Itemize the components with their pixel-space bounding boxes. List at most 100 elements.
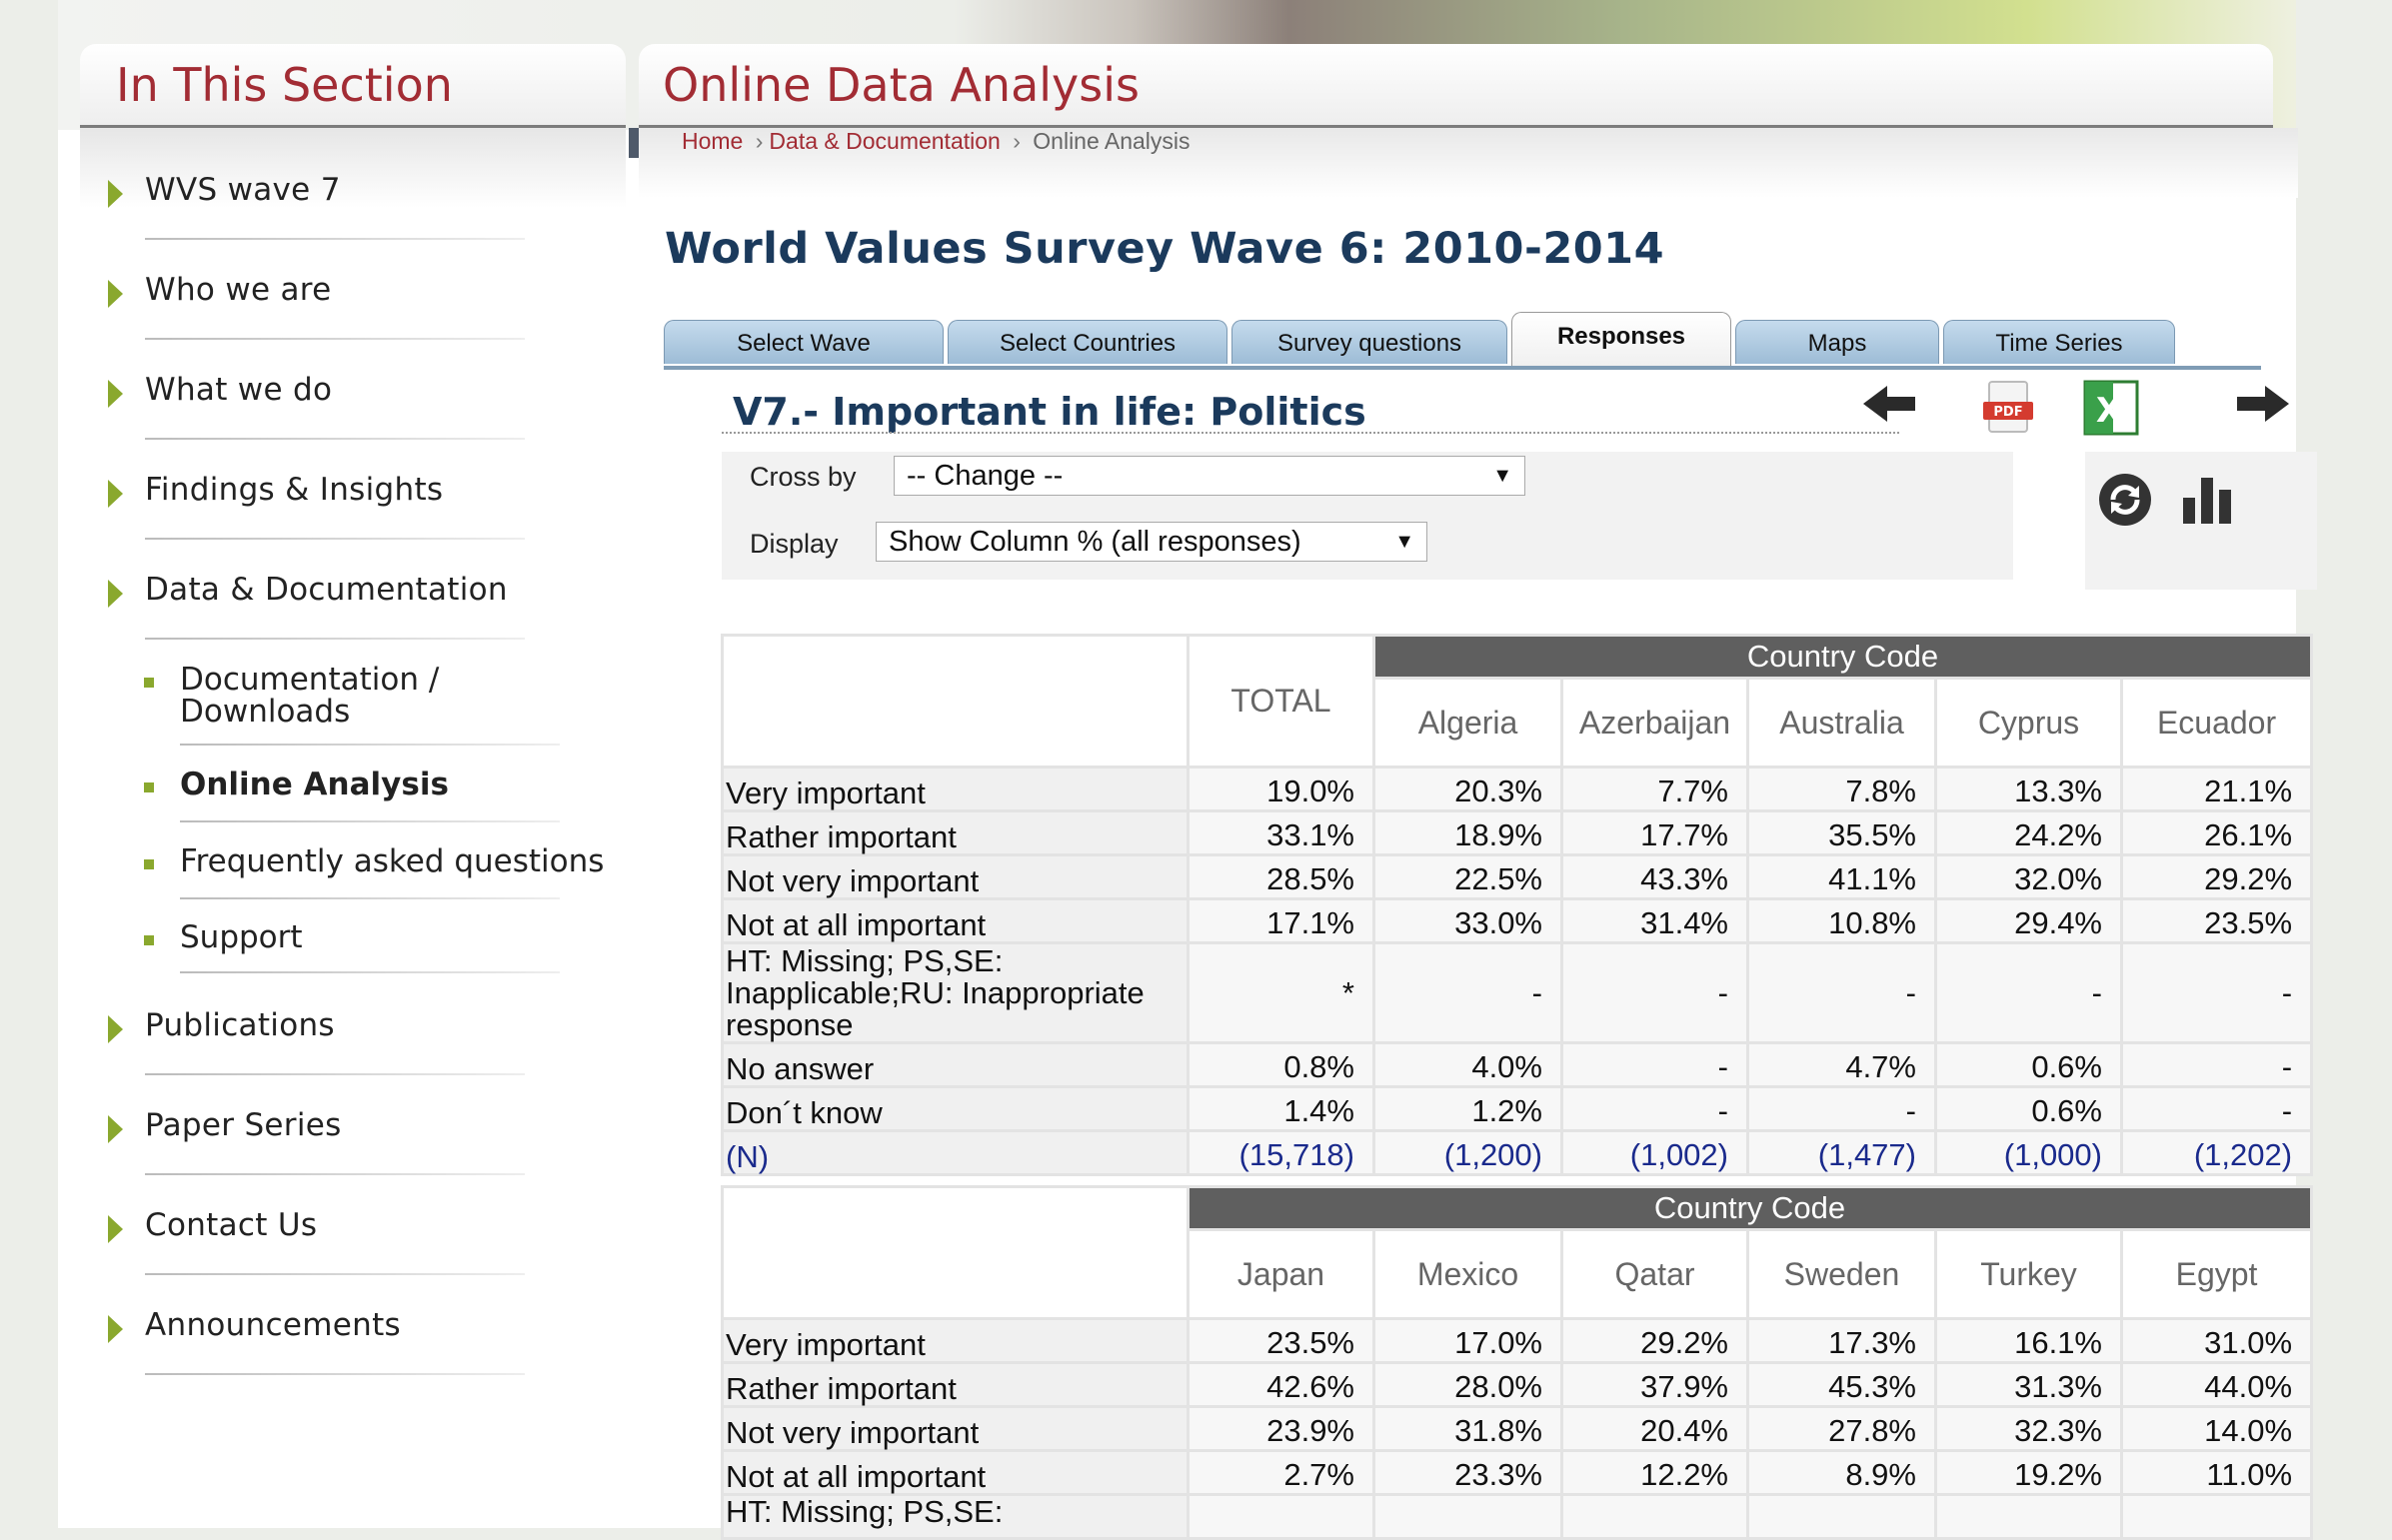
excel-icon[interactable]: X [2079, 378, 2145, 438]
cell-total: 0.8% [1187, 1041, 1375, 1088]
question-underline [722, 432, 1899, 434]
refresh-icon[interactable] [2095, 470, 2155, 530]
triangle-bullet-icon [108, 480, 123, 508]
cell-value: 17.7% [1560, 809, 1749, 856]
cell-total: * [1187, 941, 1375, 1044]
nav-item-label: Publications [145, 1007, 335, 1043]
tab-maps[interactable]: Maps [1735, 320, 1939, 364]
tab-survey-questions[interactable]: Survey questions [1231, 320, 1507, 364]
row-label: Rather important [721, 1361, 1190, 1408]
side-controls [2085, 452, 2317, 590]
cross-by-select[interactable]: -- Change -- ▼ [894, 456, 1525, 496]
breadcrumb-current: Online Analysis [1033, 128, 1191, 154]
nav-divider [145, 238, 525, 240]
pdf-icon[interactable]: PDF [1975, 378, 2041, 438]
nav-item-label: Announcements [145, 1307, 402, 1343]
cell-value [1746, 1493, 1937, 1540]
breadcrumb-data-documentation[interactable]: Data & Documentation [769, 128, 1001, 154]
right-panel-shade [639, 128, 2298, 198]
table-corner [721, 1185, 1190, 1320]
nav-divider [145, 1173, 525, 1175]
nav-item-label: Who we are [145, 272, 332, 308]
cell-value: 17.0% [1372, 1317, 1563, 1364]
cell-value: 44.0% [2119, 1361, 2314, 1408]
table-row: Very important 23.5% 17.0% 29.2% 17.3% 1… [721, 1317, 2314, 1364]
left-panel-header: In This Section [80, 44, 626, 128]
nav-divider [145, 338, 525, 340]
cell-value: 24.2% [1934, 809, 2123, 856]
nav-divider [180, 897, 560, 899]
triangle-bullet-icon [108, 580, 123, 608]
display-value: Show Column % (all responses) [889, 526, 1301, 558]
cell-value: 28.0% [1372, 1361, 1563, 1408]
responses-table-1: TOTAL Country Code Algeria Azerbaijan Au… [721, 634, 2314, 1176]
cell-value: 20.4% [1560, 1405, 1749, 1452]
subnav-item-label: Online Analysis [180, 767, 449, 802]
row-label: Rather important [721, 809, 1190, 856]
cell-value: 29.4% [1934, 897, 2123, 944]
excel-icon-label: X [2096, 391, 2122, 431]
cell-value: 45.3% [1746, 1361, 1937, 1408]
breadcrumb-separator: › [1013, 128, 1021, 154]
triangle-bullet-icon [108, 1115, 123, 1143]
responses-table-2: Country Code Japan Mexico Qatar Sweden T… [721, 1185, 2314, 1540]
cell-value: - [1372, 941, 1563, 1044]
chevron-down-icon: ▼ [1492, 465, 1512, 487]
page-title: World Values Survey Wave 6: 2010-2014 [665, 224, 1665, 274]
breadcrumb-home[interactable]: Home [682, 128, 744, 154]
cell-value: - [2119, 1085, 2314, 1132]
column-header-country: Egypt [2119, 1228, 2314, 1320]
cell-value: - [2119, 941, 2314, 1044]
cell-total: 17.1% [1187, 897, 1375, 944]
bar-chart-icon[interactable] [2179, 474, 2239, 528]
cell-value: 23.5% [2119, 897, 2314, 944]
column-header-country: Australia [1746, 677, 1937, 769]
cell-total: 28.5% [1187, 853, 1375, 900]
pdf-icon-label: PDF [1993, 405, 2022, 420]
cell-value: 8.9% [1746, 1449, 1937, 1496]
triangle-bullet-icon [108, 280, 123, 308]
cell-value: 22.5% [1372, 853, 1563, 900]
question-title: V7.- Important in life: Politics [733, 390, 1366, 434]
cell-value: - [1746, 1085, 1937, 1132]
table-row: Not very important 23.9% 31.8% 20.4% 27.… [721, 1405, 2314, 1452]
table-row: Not at all important 2.7% 23.3% 12.2% 8.… [721, 1449, 2314, 1496]
tab-responses[interactable]: Responses [1511, 312, 1731, 366]
table-row: HT: Missing; PS,SE: [721, 1493, 2314, 1540]
cell-value: - [2119, 1041, 2314, 1088]
cell-value [1372, 1493, 1563, 1540]
table-row: Not very important 28.5% 22.5% 43.3% 41.… [721, 853, 2314, 900]
cell-value: (1,202) [2119, 1129, 2314, 1176]
table-row: HT: Missing; PS,SE: Inapplicable;RU: Ina… [721, 941, 2314, 1044]
cell-value: 32.0% [1934, 853, 2123, 900]
cell-value: 16.1% [1934, 1317, 2123, 1364]
cell-value: 0.6% [1934, 1085, 2123, 1132]
left-panel-title: In This Section [116, 58, 453, 112]
nav-divider [145, 538, 525, 540]
cell-total: (15,718) [1187, 1129, 1375, 1176]
tab-time-series[interactable]: Time Series [1943, 320, 2175, 364]
cell-value: 23.3% [1372, 1449, 1563, 1496]
cell-value: - [1560, 1085, 1749, 1132]
cell-value: - [1934, 941, 2123, 1044]
cell-value: 13.3% [1934, 766, 2123, 812]
tab-select-countries[interactable]: Select Countries [948, 320, 1227, 364]
cell-value: 23.9% [1187, 1405, 1375, 1452]
cell-value: (1,477) [1746, 1129, 1937, 1176]
cell-value: 29.2% [2119, 853, 2314, 900]
row-label: Not very important [721, 853, 1190, 900]
cell-value: 32.3% [1934, 1405, 2123, 1452]
nav-divider [180, 971, 560, 973]
nav-item-label: What we do [145, 372, 333, 408]
display-select[interactable]: Show Column % (all responses) ▼ [876, 522, 1427, 562]
cell-value: 19.2% [1934, 1449, 2123, 1496]
cell-value [1187, 1493, 1375, 1540]
row-label: Very important [721, 1317, 1190, 1364]
tab-bar: Select Wave Select Countries Survey ques… [664, 312, 2261, 370]
tab-select-wave[interactable]: Select Wave [664, 320, 944, 364]
subnav-item-label: Documentation / Downloads [180, 662, 440, 730]
arrow-left-icon[interactable] [1857, 378, 1923, 438]
row-label: Not at all important [721, 897, 1190, 944]
table-row: Very important 19.0% 20.3% 7.7% 7.8% 13.… [721, 766, 2314, 812]
arrow-right-icon[interactable] [2229, 378, 2295, 438]
